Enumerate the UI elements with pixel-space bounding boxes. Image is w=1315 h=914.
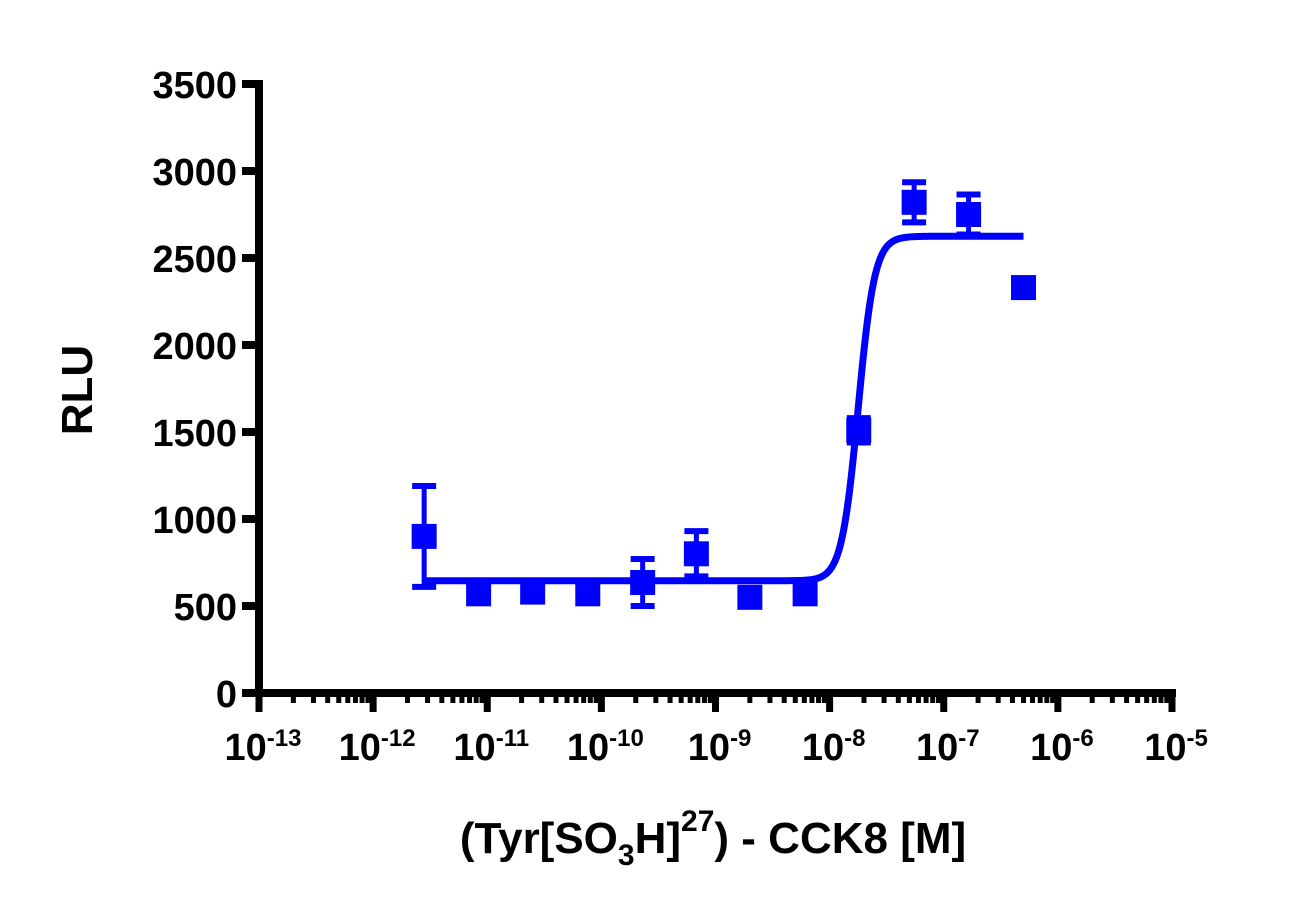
data-point xyxy=(630,556,656,609)
square-marker xyxy=(630,570,656,596)
x-axis-ticks: 10-13 10-12 10-11 10-10 10-9 10-8 10-7 10-6 10-5 xyxy=(225,689,1208,769)
y-tick-label: 2500 xyxy=(152,239,237,281)
data-point xyxy=(901,179,927,226)
fit-curve xyxy=(422,232,1026,585)
fit-line xyxy=(422,232,1026,585)
x-tick-label: 10-5 xyxy=(1144,725,1208,769)
y-tick-label: 1500 xyxy=(152,413,237,455)
x-tick-label: 10-10 xyxy=(567,725,644,769)
data-points xyxy=(411,179,1037,610)
data-point xyxy=(683,528,709,580)
y-tick-label: 0 xyxy=(216,674,237,716)
square-marker xyxy=(1011,275,1037,301)
data-point xyxy=(956,191,982,238)
x-tick-label: 10-11 xyxy=(453,725,529,769)
data-point xyxy=(846,415,872,446)
y-axis-ticks: 0 500 1000 1500 2000 2500 3000 3500 xyxy=(152,65,259,716)
y-tick-label: 500 xyxy=(174,587,237,629)
square-marker xyxy=(466,581,492,607)
square-marker xyxy=(683,541,709,567)
data-point xyxy=(466,581,492,607)
data-point xyxy=(737,584,763,610)
x-tick-label: 10-7 xyxy=(916,725,980,769)
y-axis-title: RLU xyxy=(53,345,102,435)
square-marker xyxy=(956,202,982,227)
x-tick-label: 10-6 xyxy=(1030,725,1094,769)
square-marker xyxy=(520,579,546,605)
x-tick-label: 10-12 xyxy=(339,725,416,769)
square-marker xyxy=(846,417,872,443)
data-point xyxy=(575,581,601,607)
y-tick-label: 2000 xyxy=(152,326,237,368)
y-tick-label: 3000 xyxy=(152,152,237,194)
data-point xyxy=(792,581,818,607)
x-tick-label: 10-8 xyxy=(802,725,866,769)
x-tick-label: 10-9 xyxy=(688,725,752,769)
data-point xyxy=(520,579,546,605)
square-marker xyxy=(737,584,763,610)
square-marker xyxy=(411,523,437,549)
data-point xyxy=(411,482,437,590)
x-tick-label: 10-13 xyxy=(225,725,302,769)
data-point xyxy=(1011,275,1037,301)
square-marker xyxy=(575,581,601,607)
square-marker xyxy=(792,581,818,607)
y-tick-label: 1000 xyxy=(152,500,237,542)
y-tick-label: 3500 xyxy=(152,65,237,107)
square-marker xyxy=(901,189,927,215)
x-axis-title: (Tyr[SO3H]27) - CCK8 [M] xyxy=(460,805,966,872)
